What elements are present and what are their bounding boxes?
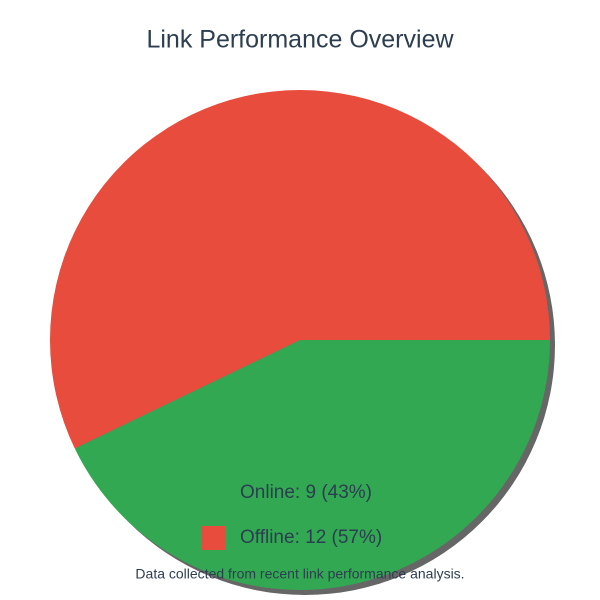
legend-label: Online: 9 (43%): [240, 482, 372, 503]
footnote: Data collected from recent link performa…: [135, 566, 464, 582]
pie-slice: [50, 90, 551, 449]
pie-slice: [74, 340, 550, 591]
legend-swatch: [201, 526, 225, 550]
legend-swatch: [201, 481, 225, 505]
chart-title: Link Performance Overview: [146, 26, 454, 54]
pie: [50, 90, 551, 591]
legend-label: Offline: 12 (57%): [240, 527, 382, 548]
legend: Online: 9 (43%) Offline: 12 (57%): [201, 481, 382, 550]
